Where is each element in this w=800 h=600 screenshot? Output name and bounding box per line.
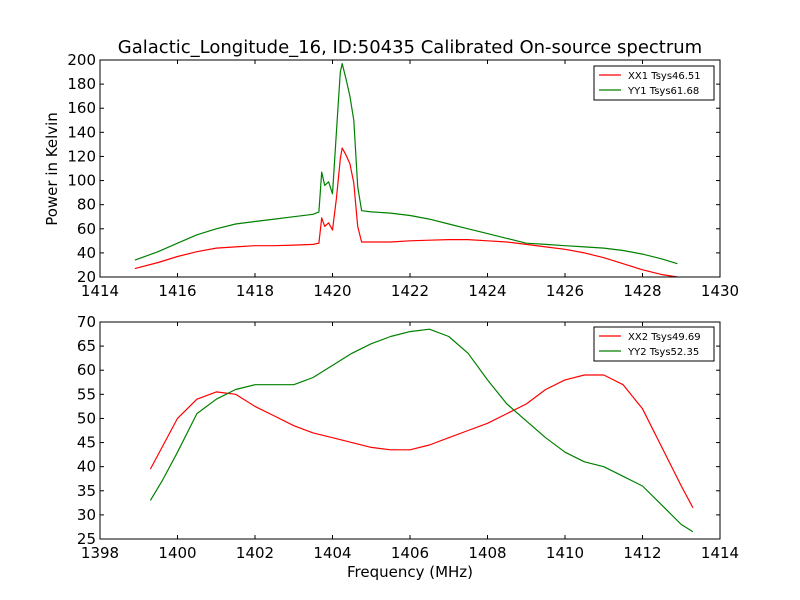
plots-layer: 1414 1416 1418 1420 1422 1424 1426 1428 1430 20 40… xyxy=(67,51,739,562)
bottom-x-tick-label: 1402 xyxy=(236,544,274,562)
bottom-legend: XX2 Tsys49.69 YY2 Tsys52.35 xyxy=(593,326,715,362)
chart-title: Galactic_Longitude_16, ID:50435 Calibrat… xyxy=(118,37,702,58)
bottom-x-axis-label: Frequency (MHz) xyxy=(347,563,473,581)
bottom-x-tick-label: 1404 xyxy=(313,544,351,562)
bottom-y-tick-label: 70 xyxy=(77,313,96,331)
top-series-group xyxy=(134,63,678,277)
top-y-tick-label: 160 xyxy=(67,99,96,117)
bottom-y-tick-label: 35 xyxy=(77,482,96,500)
top-y-tick-label: 120 xyxy=(67,147,96,165)
bottom-y-tick-label: 55 xyxy=(77,385,96,403)
bottom-x-tick-label: 1414 xyxy=(701,544,739,562)
top-series-line-1 xyxy=(134,147,678,277)
bottom-y-tick-label: 30 xyxy=(77,506,96,524)
bottom-legend-label-1: XX2 Tsys49.69 xyxy=(628,332,701,343)
top-x-tick-label: 1420 xyxy=(313,282,351,300)
top-x-tick-label: 1416 xyxy=(158,282,196,300)
bottom-x-tick-label: 1410 xyxy=(546,544,584,562)
top-y-tick-label: 80 xyxy=(77,196,96,214)
bottom-y-tick-label: 65 xyxy=(77,337,96,355)
top-x-tick-label: 1414 xyxy=(81,282,119,300)
top-y-tick-label: 60 xyxy=(77,220,96,238)
top-legend-box xyxy=(593,65,715,101)
bottom-plot: 1398 1400 1402 1404 1406 1408 1410 1412 1414 25 30… xyxy=(77,313,739,562)
top-legend-label-1: XX1 Tsys46.51 xyxy=(628,71,701,82)
bottom-x-tick-label: 1406 xyxy=(391,544,429,562)
top-y-tick-label: 140 xyxy=(67,123,96,141)
top-series-line-2 xyxy=(134,63,678,265)
bottom-x-tick-label: 1400 xyxy=(158,544,196,562)
top-x-tick-label: 1426 xyxy=(546,282,584,300)
bottom-y-tick-label: 45 xyxy=(77,434,96,452)
top-y-tick-label: 180 xyxy=(67,75,96,93)
top-plot: 1414 1416 1418 1420 1422 1424 1426 1428 1430 20 40… xyxy=(67,51,739,300)
top-legend-label-2: YY1 Tsys61.68 xyxy=(627,86,699,97)
bottom-y-tick-label: 50 xyxy=(77,409,96,427)
bottom-y-tick-label: 25 xyxy=(77,530,96,548)
top-x-tick-label: 1428 xyxy=(623,282,661,300)
bottom-legend-label-2: YY2 Tsys52.35 xyxy=(627,347,699,358)
bottom-series-line-1 xyxy=(149,374,694,508)
bottom-y-tick-label: 40 xyxy=(77,458,96,476)
top-y-tick-label: 200 xyxy=(67,51,96,69)
top-x-tick-label: 1422 xyxy=(391,282,429,300)
top-legend: XX1 Tsys46.51 YY1 Tsys61.68 xyxy=(593,65,715,101)
top-x-tick-label: 1418 xyxy=(236,282,274,300)
bottom-x-tick-label: 1408 xyxy=(468,544,506,562)
top-y-tick-label: 40 xyxy=(77,244,96,262)
top-y-tick-label: 100 xyxy=(67,172,96,190)
top-x-tick-label: 1424 xyxy=(468,282,506,300)
top-y-axis-label: Power in Kelvin xyxy=(43,112,61,226)
top-y-tick-label: 20 xyxy=(77,268,96,286)
bottom-series-line-2 xyxy=(149,328,694,533)
top-x-tick-label: 1430 xyxy=(701,282,739,300)
bottom-legend-box xyxy=(593,326,715,362)
bottom-series-group xyxy=(149,328,694,533)
bottom-y-tick-label: 60 xyxy=(77,361,96,379)
bottom-x-tick-label: 1398 xyxy=(81,544,119,562)
bottom-x-tick-label: 1412 xyxy=(623,544,661,562)
